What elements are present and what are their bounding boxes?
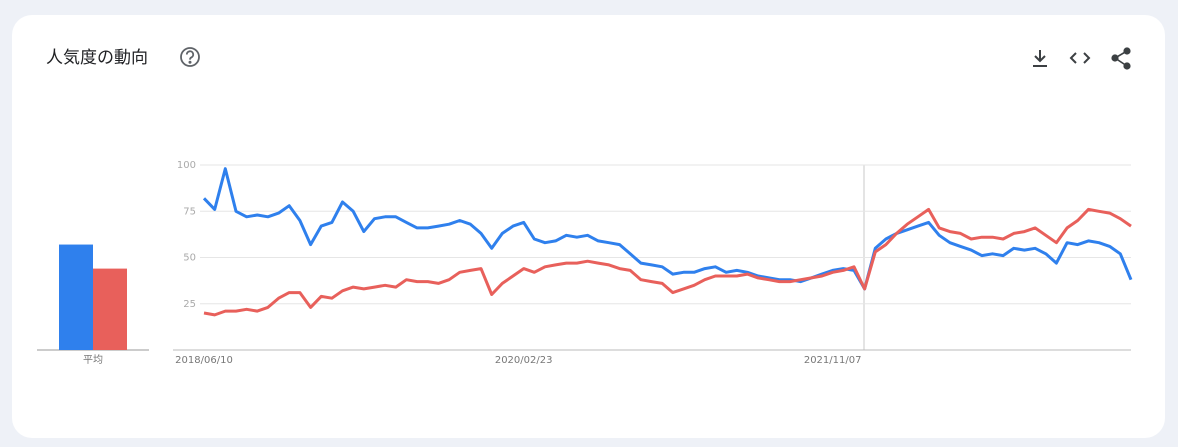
x-tick-label: 2021/11/07 [804, 355, 862, 366]
x-tick-label: 2018/06/10 [175, 355, 233, 366]
embed-icon[interactable] [1069, 52, 1091, 64]
average-bar [93, 268, 127, 350]
x-tick-label: 2020/02/23 [495, 355, 553, 366]
help-icon[interactable] [180, 47, 200, 67]
x-tick-label: 平均 [83, 354, 103, 366]
card [12, 15, 1165, 438]
y-tick-label: 75 [183, 206, 196, 217]
share-icon[interactable] [1111, 47, 1131, 70]
y-tick-label: 50 [183, 253, 196, 264]
y-tick-label: 25 [183, 299, 196, 310]
download-icon[interactable] [1033, 50, 1047, 67]
widget-title: 人気度の動向 [46, 48, 148, 68]
trend-line [203, 207, 1132, 317]
average-bar [59, 244, 93, 350]
trend-line [202, 167, 1133, 291]
y-tick-label: 100 [177, 160, 196, 171]
